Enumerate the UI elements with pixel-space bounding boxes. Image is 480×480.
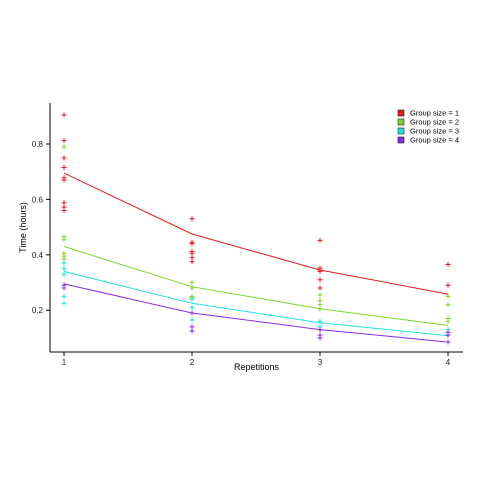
- plot-area: [61, 112, 451, 345]
- x-ticks: 1 2 3 4: [62, 352, 451, 367]
- legend-label: Group size = 4: [410, 136, 459, 145]
- data-point: [445, 302, 451, 308]
- data-point: [61, 155, 67, 161]
- data-point: [445, 318, 451, 324]
- data-point: [189, 304, 195, 310]
- y-tick-label: 0.4: [32, 251, 44, 260]
- data-point: [61, 207, 67, 213]
- series-group: [61, 144, 451, 326]
- data-point: [61, 293, 67, 299]
- data-point: [317, 277, 323, 283]
- legend-label: Group size = 2: [410, 118, 459, 127]
- legend-swatch: [397, 109, 405, 117]
- x-tick-label: 3: [318, 358, 323, 367]
- data-point: [61, 271, 67, 277]
- data-point: [61, 200, 67, 206]
- y-tick-label: 0.8: [32, 140, 44, 149]
- data-point: [189, 285, 195, 291]
- x-tick-label: 2: [190, 358, 195, 367]
- y-axis-label: Time (hours): [18, 202, 28, 253]
- data-point: [317, 285, 323, 291]
- data-point: [445, 339, 451, 345]
- axes: 1 2 3 4 0.2 0.4 0.6 0.8 Repetitions Time (hour…: [18, 103, 463, 372]
- data-point: [189, 328, 195, 334]
- data-point: [189, 310, 195, 316]
- data-point: [189, 216, 195, 222]
- data-point: [317, 306, 323, 312]
- data-point: [61, 300, 67, 306]
- series-line: [63, 283, 449, 343]
- data-point: [189, 280, 195, 285]
- data-point: [189, 317, 195, 323]
- legend-label: Group size = 1: [410, 109, 459, 118]
- series-line: [63, 270, 449, 337]
- legend-swatch: [397, 136, 405, 144]
- data-point: [189, 241, 195, 247]
- data-point: [317, 335, 323, 341]
- data-point: [445, 293, 451, 299]
- data-point: [61, 285, 67, 291]
- legend-swatch: [397, 118, 405, 126]
- legend-swatch: [397, 127, 405, 135]
- data-point: [61, 237, 67, 243]
- data-point: [61, 144, 67, 150]
- series-group: [61, 260, 451, 338]
- series-group: [61, 282, 451, 345]
- data-point: [61, 165, 67, 171]
- data-point: [61, 260, 67, 266]
- data-point: [445, 332, 451, 338]
- series-line: [63, 246, 449, 326]
- data-point: [317, 327, 323, 333]
- data-point: [317, 292, 323, 298]
- data-point: [317, 237, 323, 243]
- data-point: [189, 259, 195, 265]
- y-tick-label: 0.2: [32, 306, 44, 315]
- x-tick-label: 1: [62, 358, 67, 367]
- y-ticks: 0.2 0.4 0.6 0.8: [32, 140, 50, 315]
- series-group: [61, 112, 451, 295]
- data-point: [189, 296, 195, 302]
- data-point: [61, 266, 67, 272]
- data-point: [317, 268, 323, 274]
- data-point: [445, 282, 451, 288]
- data-point: [61, 112, 67, 118]
- data-point: [61, 138, 67, 144]
- x-tick-label: 4: [446, 358, 451, 367]
- series-line: [63, 172, 449, 295]
- data-point: [445, 261, 451, 267]
- data-point: [61, 177, 67, 183]
- legend-label: Group size = 3: [410, 127, 459, 136]
- y-tick-label: 0.6: [32, 195, 44, 204]
- x-axis-label: Repetitions: [234, 362, 280, 372]
- data-point: [317, 318, 323, 324]
